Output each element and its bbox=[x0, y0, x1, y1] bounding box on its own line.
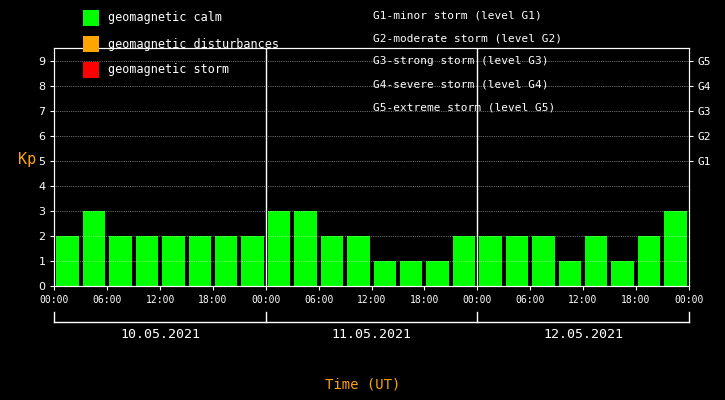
Bar bbox=[241, 236, 264, 286]
Bar bbox=[558, 261, 581, 286]
Bar bbox=[479, 236, 502, 286]
Text: Time (UT): Time (UT) bbox=[325, 378, 400, 392]
Bar bbox=[215, 236, 237, 286]
Bar bbox=[136, 236, 158, 286]
Text: G2-moderate storm (level G2): G2-moderate storm (level G2) bbox=[373, 33, 563, 43]
Bar bbox=[188, 236, 211, 286]
Bar bbox=[162, 236, 185, 286]
Bar bbox=[664, 211, 687, 286]
Bar bbox=[373, 261, 396, 286]
Bar bbox=[638, 236, 660, 286]
Bar bbox=[57, 236, 79, 286]
Y-axis label: Kp: Kp bbox=[18, 152, 36, 167]
Bar bbox=[532, 236, 555, 286]
Bar bbox=[426, 261, 449, 286]
Text: 10.05.2021: 10.05.2021 bbox=[120, 328, 200, 341]
Text: G3-strong storm (level G3): G3-strong storm (level G3) bbox=[373, 56, 549, 66]
Bar bbox=[268, 211, 290, 286]
Bar bbox=[83, 211, 105, 286]
Text: 12.05.2021: 12.05.2021 bbox=[543, 328, 623, 341]
Text: 11.05.2021: 11.05.2021 bbox=[331, 328, 412, 341]
Text: G1-minor storm (level G1): G1-minor storm (level G1) bbox=[373, 10, 542, 20]
Text: geomagnetic storm: geomagnetic storm bbox=[108, 64, 229, 76]
Bar bbox=[109, 236, 132, 286]
Text: G4-severe storm (level G4): G4-severe storm (level G4) bbox=[373, 80, 549, 90]
Bar bbox=[506, 236, 529, 286]
Text: geomagnetic calm: geomagnetic calm bbox=[108, 12, 222, 24]
Bar bbox=[453, 236, 476, 286]
Bar bbox=[294, 211, 317, 286]
Bar bbox=[611, 261, 634, 286]
Bar bbox=[320, 236, 343, 286]
Text: geomagnetic disturbances: geomagnetic disturbances bbox=[108, 38, 279, 50]
Bar bbox=[400, 261, 423, 286]
Bar bbox=[585, 236, 608, 286]
Text: G5-extreme storm (level G5): G5-extreme storm (level G5) bbox=[373, 103, 555, 113]
Bar bbox=[347, 236, 370, 286]
